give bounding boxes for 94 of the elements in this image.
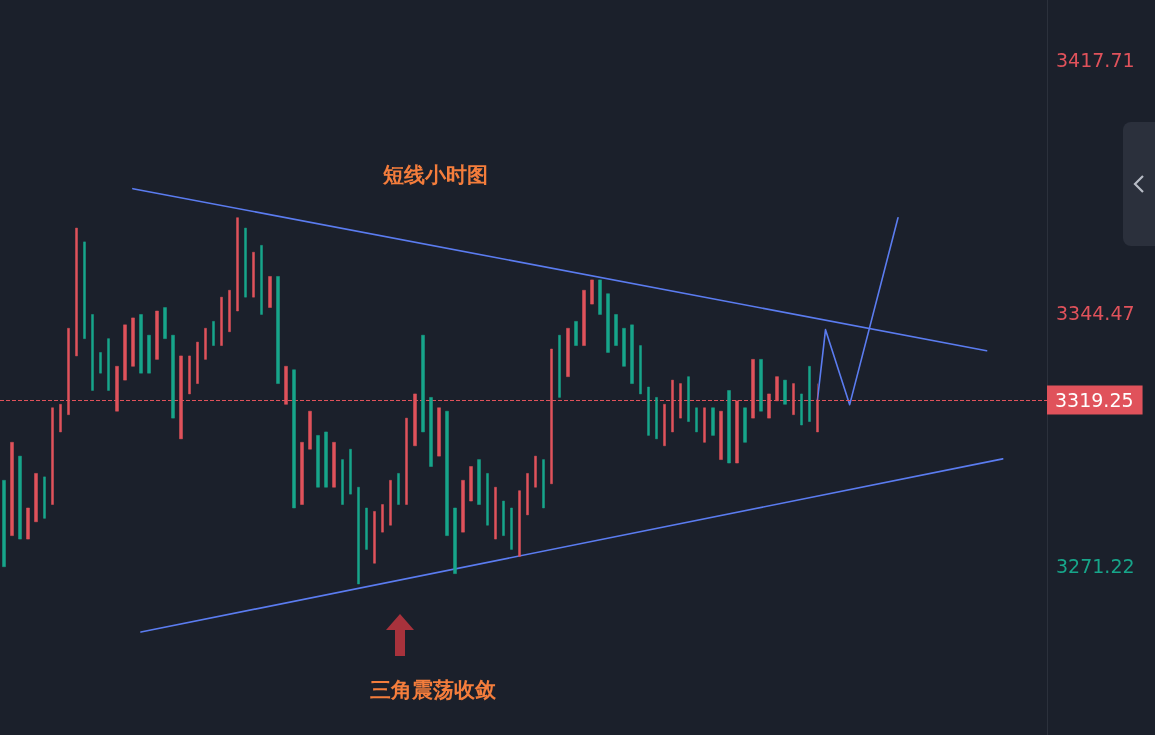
candlestick [783, 379, 787, 405]
candlestick [421, 334, 425, 433]
candlestick [188, 355, 191, 395]
candlestick [26, 507, 30, 540]
candlestick [171, 334, 175, 419]
candlestick [252, 252, 255, 298]
candlestick [18, 455, 22, 540]
candlestick [324, 431, 328, 488]
candlestick [558, 334, 561, 398]
candlestick [43, 476, 46, 519]
candlestick [308, 410, 312, 450]
candlestick [574, 321, 578, 346]
candlestick [10, 442, 14, 536]
candlestick [397, 473, 400, 505]
candlestick [445, 410, 449, 536]
candlestick [800, 393, 803, 426]
candlestick [566, 328, 570, 377]
candlestick [131, 317, 135, 367]
candlestick [477, 459, 481, 505]
candlestick [719, 410, 723, 460]
candlestick [502, 500, 505, 536]
candlestick [534, 455, 537, 488]
candlestick [582, 290, 586, 346]
y-tick-label: 3417.71 [1056, 48, 1135, 71]
candlestick [316, 435, 320, 488]
candlestick [622, 328, 626, 367]
candlestick [405, 417, 408, 505]
candlestick [808, 366, 811, 422]
candlestick [196, 341, 199, 384]
candlestick [155, 310, 159, 360]
ref-line-label: 3319.25 [1055, 388, 1134, 411]
candlestick [469, 466, 473, 502]
candlestick [494, 486, 497, 540]
candlestick [83, 241, 86, 339]
candlestick [228, 290, 231, 332]
candlestick [212, 321, 215, 346]
candlestick [268, 276, 272, 308]
candlestick [703, 407, 706, 443]
candlestick [91, 314, 94, 391]
candlestick [437, 407, 441, 457]
candlestick [260, 245, 263, 315]
y-tick-label: 3271.22 [1056, 554, 1135, 577]
candlestick [510, 507, 513, 550]
candlestick [123, 324, 127, 381]
candlestick [236, 217, 239, 312]
candlestick [147, 334, 151, 374]
annotation: 三角震荡收敛 [370, 677, 497, 702]
candlestick [630, 324, 634, 384]
candlestick [300, 442, 304, 505]
candlestick [429, 397, 433, 467]
candlestick [107, 338, 110, 391]
candlestick [606, 293, 610, 353]
candlestick [357, 486, 360, 585]
annotation: 短线小时图 [382, 162, 488, 187]
candlestick [453, 507, 457, 574]
candlestick [381, 504, 384, 533]
candlestick [204, 328, 207, 360]
candlestick [276, 276, 280, 384]
candlestick [461, 480, 465, 533]
candlestick [332, 442, 336, 488]
candlestick [759, 359, 763, 412]
candlestick [373, 511, 376, 564]
candlestick [486, 473, 489, 526]
candlestick [163, 307, 167, 339]
candlestick [244, 227, 247, 298]
candlestick [365, 507, 368, 550]
candlestick [590, 279, 594, 305]
candlestick [639, 345, 642, 395]
candlestick [598, 279, 602, 315]
candlestick [711, 407, 715, 436]
candlestick [614, 314, 618, 346]
candlestick [59, 404, 62, 433]
candlestick [99, 352, 102, 374]
candlestick [349, 448, 352, 495]
candlestick [526, 473, 529, 516]
candlestick [220, 296, 223, 346]
candlestick [34, 473, 38, 523]
candlestick [75, 227, 78, 357]
candlestick [727, 390, 731, 464]
candlestick [743, 407, 747, 443]
candlestick [389, 480, 392, 526]
candlestick [687, 376, 690, 422]
candlestick [518, 490, 521, 557]
candlestick [139, 314, 143, 374]
candlestick [663, 404, 666, 447]
y-tick-label: 3344.47 [1056, 301, 1135, 324]
candlestick [655, 397, 658, 440]
candlestick [2, 480, 6, 567]
candlestick [341, 459, 344, 505]
candlestick [292, 369, 296, 509]
candlestick [695, 407, 698, 433]
candlestick [542, 459, 545, 509]
candlestick [51, 407, 54, 505]
candlestick [647, 386, 650, 436]
